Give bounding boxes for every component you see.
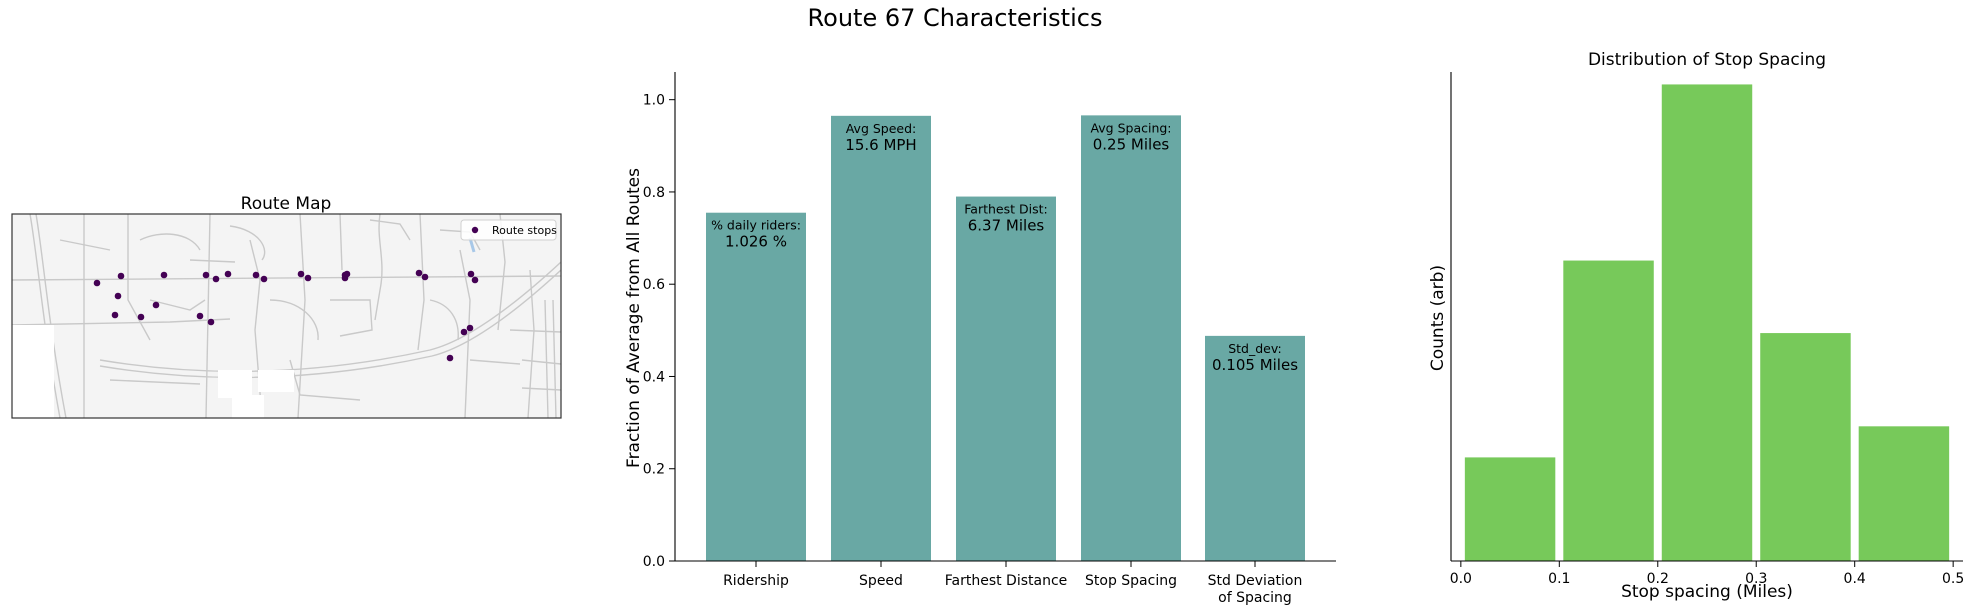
bar-chart-y-tick-label: 0.0 <box>643 554 665 570</box>
bar-chart-y-tick-label: 0.2 <box>643 462 665 478</box>
route-stop-marker <box>421 273 429 281</box>
bar-chart-y-tick-label: 0.6 <box>643 277 665 293</box>
bar-annotation-value: 0.105 Miles <box>1212 356 1298 374</box>
route-stop-marker <box>343 270 351 278</box>
histogram-x-tick-label: 0.1 <box>1548 571 1570 587</box>
route-stop-marker <box>93 279 101 287</box>
histogram-x-tick-label: 0.4 <box>1844 571 1866 587</box>
route-stop-marker <box>212 275 220 283</box>
map-legend-box <box>460 219 557 241</box>
route-stop-marker <box>160 271 168 279</box>
bar-annotation-value: 1.026 % <box>725 233 787 251</box>
route-stops <box>93 269 479 362</box>
bar-chart-y-ticks: 0.0 0.2 0.4 0.6 0.8 1.0 <box>643 93 675 570</box>
route-stop-marker <box>111 311 119 319</box>
legend-stop-marker <box>471 226 479 234</box>
histogram-bar <box>1661 84 1753 562</box>
bar-chart-y-label: Fraction of Average from All Routes <box>624 168 644 468</box>
histogram-x-label: Stop spacing (Miles) <box>1621 582 1793 602</box>
bar-category-label: of Spacing <box>1218 590 1292 606</box>
route-stop-marker <box>117 272 125 280</box>
route-stop-marker <box>471 276 479 284</box>
histogram-x-tick-label: 0.0 <box>1450 571 1472 587</box>
histogram-bars <box>1464 84 1950 562</box>
route-map-panel: Route Map <box>11 194 562 419</box>
map-blank-area <box>218 370 252 398</box>
bar <box>1205 335 1305 561</box>
bar-chart-y-tick-label: 1.0 <box>643 93 665 109</box>
bar-annotation-label: Farthest Dist: <box>964 202 1047 217</box>
bar <box>1081 115 1181 562</box>
bar-annotation-value: 0.25 Miles <box>1093 135 1170 153</box>
route-stop-marker <box>196 312 204 320</box>
histogram-y-label: Counts (arb) <box>1428 265 1448 371</box>
characteristics-bar-chart: Fraction of Average from All Routes 0.00… <box>624 72 1336 606</box>
route-map-title: Route Map <box>241 194 332 214</box>
histogram-x-ticks: 0.0 0.1 0.2 0.3 0.4 0.5 <box>1450 561 1964 587</box>
legend-label: Route stops <box>492 224 557 237</box>
map-blank-area <box>232 395 264 418</box>
route-stop-marker <box>114 292 122 300</box>
route-stop-marker <box>467 270 475 278</box>
bar <box>706 212 806 562</box>
bar <box>831 115 931 561</box>
route-stop-marker <box>260 275 268 283</box>
figure-title: Route 67 Characteristics <box>808 4 1103 32</box>
route-stop-marker <box>137 313 145 321</box>
map-legend: Route stops <box>460 219 557 241</box>
bar-category-label: Std Deviation <box>1208 573 1303 589</box>
histogram-bar <box>1563 260 1654 561</box>
map-blank-area <box>12 325 54 418</box>
bar-category-label: Farthest Distance <box>945 573 1068 589</box>
bar-annotation-label: Std_dev: <box>1228 341 1282 356</box>
histogram-bar <box>1760 333 1851 561</box>
bar-chart-y-tick-label: 0.4 <box>643 369 665 385</box>
route-stop-marker <box>224 270 232 278</box>
route-stop-marker <box>446 354 454 362</box>
bar <box>956 196 1056 561</box>
bar-category-label: Ridership <box>723 573 789 589</box>
route-stop-marker <box>207 318 215 326</box>
histogram-x-tick-label: 0.5 <box>1942 571 1964 587</box>
bar-annotation-label: % daily riders: <box>711 218 801 233</box>
bar-annotation-label: Avg Speed: <box>846 121 917 136</box>
bar-chart-y-tick-label: 0.8 <box>643 185 665 201</box>
bar-category-label: Speed <box>859 573 903 589</box>
map-frame <box>11 213 562 419</box>
bar-annotation-value: 15.6 MPH <box>845 136 916 154</box>
route-stop-marker <box>304 274 312 282</box>
histogram-x-tick-label: 0.3 <box>1745 571 1767 587</box>
histogram-title: Distribution of Stop Spacing <box>1588 50 1826 70</box>
bar-annotation-label: Avg Spacing: <box>1090 120 1171 135</box>
bar-chart-bars: % daily riders:1.026 % Ridership Avg Speed… <box>706 115 1305 606</box>
street-network <box>12 214 561 418</box>
histogram-x-tick-label: 0.2 <box>1647 571 1669 587</box>
route-stop-marker <box>152 301 160 309</box>
stop-spacing-histogram: Distribution of Stop Spacing Counts (arb… <box>1428 50 1964 602</box>
histogram-bar <box>1858 426 1950 561</box>
bar-category-label: Stop Spacing <box>1085 573 1177 589</box>
route-stop-marker <box>460 328 468 336</box>
map-blank-area <box>258 370 294 392</box>
route-stop-marker <box>252 271 260 279</box>
route-stop-marker <box>466 324 474 332</box>
histogram-bar <box>1464 457 1556 561</box>
route-stop-marker <box>297 270 305 278</box>
route-stop-marker <box>202 271 210 279</box>
route-stop-marker <box>415 269 423 277</box>
bar-annotation-value: 6.37 Miles <box>968 217 1045 235</box>
